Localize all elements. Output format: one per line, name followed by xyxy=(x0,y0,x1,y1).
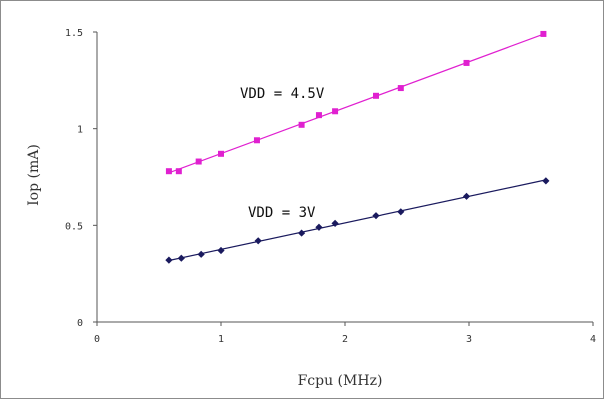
series-layer: VDD = 4.5V VDD = 3V xyxy=(165,30,550,264)
series-1-point xyxy=(373,92,379,99)
x-axis-title: Fcpu (MHz) xyxy=(298,373,383,389)
series-2-point xyxy=(331,219,339,227)
series-1-point xyxy=(253,137,260,144)
series-2-point xyxy=(298,229,306,237)
series-1-point xyxy=(218,150,224,157)
y-tick-label: 1.5 xyxy=(65,28,83,39)
y-tick-label: 0.5 xyxy=(65,221,83,232)
series-1-point xyxy=(195,158,202,165)
x-tick-label: 1 xyxy=(218,334,224,345)
series-1-trendline xyxy=(168,33,544,174)
series-2-point xyxy=(177,254,185,262)
series-1-label: VDD = 4.5V xyxy=(240,86,325,102)
series-1-group: VDD = 4.5V xyxy=(165,30,547,175)
series-1-point xyxy=(397,85,404,92)
x-tick-label: 2 xyxy=(342,334,348,345)
x-tick-label: 3 xyxy=(466,334,472,345)
y-axis-title: Iop (mA) xyxy=(26,144,42,206)
series-2-point xyxy=(165,256,173,264)
series-1-point xyxy=(315,112,322,119)
series-2-trendline xyxy=(168,179,547,262)
series-2-point xyxy=(217,246,225,255)
y-tick-label: 1 xyxy=(77,125,83,136)
series-1-point xyxy=(332,108,339,115)
x-tick-label: 4 xyxy=(590,334,596,345)
series-1-point xyxy=(540,30,547,37)
series-2-point xyxy=(197,250,205,258)
series-2-point xyxy=(397,208,405,216)
series-1-point xyxy=(175,168,182,175)
y-tick-label: 0 xyxy=(77,318,83,329)
x-tick-label: 0 xyxy=(94,334,100,345)
series-2-point xyxy=(315,223,323,231)
series-2-point xyxy=(372,212,380,220)
series-2-point xyxy=(254,237,262,245)
series-1-point xyxy=(165,168,172,175)
series-2-point xyxy=(462,192,471,200)
series-2-point xyxy=(542,177,550,185)
series-2-label: VDD = 3V xyxy=(248,205,316,221)
ticks-layer: 0 1 2 3 4 0 0.5 1 1.5 xyxy=(65,28,596,345)
series-1-point xyxy=(298,121,305,128)
series-1-point xyxy=(463,59,470,66)
series-2-group: VDD = 3V xyxy=(165,177,550,264)
